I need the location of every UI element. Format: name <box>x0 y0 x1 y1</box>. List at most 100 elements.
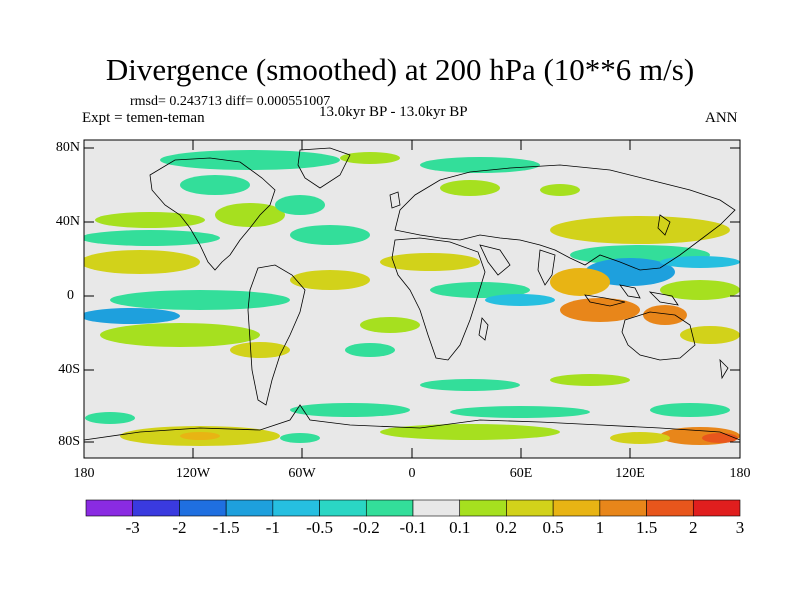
lon-label: 120E <box>615 466 645 481</box>
colorbar-swatch <box>646 499 694 517</box>
colorbar-tick-label: -2 <box>172 518 187 537</box>
colorbar-tick-label: -0.5 <box>306 518 334 537</box>
field-patch <box>230 342 290 358</box>
colorbar-tick-label: -0.1 <box>399 518 427 537</box>
colorbar-tick-label: 1.5 <box>635 518 658 537</box>
field-patch <box>420 157 540 173</box>
field-patch <box>560 298 640 322</box>
field-patch <box>180 432 220 440</box>
south-america-coast <box>247 264 306 406</box>
field-patch <box>380 253 480 271</box>
experiment-label: Expt = temen-teman <box>82 110 205 126</box>
colorbar-tick-label: 2 <box>689 518 698 537</box>
eurasia-coast <box>394 164 736 271</box>
field-patch <box>650 403 730 417</box>
field-patch <box>440 180 500 196</box>
north-america-coast <box>149 157 276 271</box>
colorbar-swatch <box>85 499 134 517</box>
lon-label: 0 <box>408 466 416 481</box>
field-patch <box>680 326 740 344</box>
colorbar-swatch <box>692 499 741 517</box>
axis-ticks <box>84 140 740 458</box>
lon-label: 60E <box>509 466 533 481</box>
field-patch <box>84 250 200 274</box>
map-title: Divergence (smoothed) at 200 hPa (10**6 … <box>105 52 695 87</box>
field-patch <box>290 403 410 417</box>
india-coast <box>537 249 556 286</box>
lon-label: 180 <box>729 466 751 481</box>
coastlines <box>84 147 740 441</box>
colorbar-tick-label: -1.5 <box>212 518 240 537</box>
field-patch <box>95 212 205 228</box>
field-patch <box>84 230 220 246</box>
lat-label: 80S <box>58 434 80 449</box>
field-patch <box>660 256 740 268</box>
stats-text: rmsd= 0.243713 diff= 0.000551007 <box>130 94 331 109</box>
colorbar-tick-label: -0.2 <box>352 518 380 537</box>
field-patch <box>215 203 285 227</box>
field-patch <box>275 195 325 215</box>
lat-label: 0 <box>67 288 74 303</box>
field-patch <box>540 184 580 196</box>
colorbar-tick-label: 3 <box>735 518 745 537</box>
japan-coast <box>657 214 671 236</box>
field-patch <box>485 294 555 306</box>
colorbar-swatch <box>599 499 647 517</box>
colorbar-swatch <box>459 499 507 517</box>
africa-coast <box>391 237 486 361</box>
field-patch <box>430 282 530 298</box>
field-patch <box>550 216 730 244</box>
field-patch <box>550 374 630 386</box>
colorbar-tick-label: -3 <box>125 518 140 537</box>
period-label: 13.0kyr BP - 13.0kyr BP <box>319 104 468 120</box>
field-patch <box>85 412 135 424</box>
field-patch <box>643 305 687 325</box>
field-patch <box>420 379 520 391</box>
colorbar-swatch <box>412 499 461 517</box>
colorbar-tick-label: 0.1 <box>449 518 471 537</box>
new-guinea-coast <box>648 291 679 306</box>
new-zealand-coast <box>719 358 729 380</box>
field-patch <box>380 424 560 440</box>
madagascar-coast <box>478 317 489 341</box>
field-patch <box>84 308 180 324</box>
field-patch <box>345 343 395 357</box>
field-patch <box>550 268 610 296</box>
field-patch <box>290 225 370 245</box>
arabia-coast <box>479 244 511 276</box>
lat-label: 40S <box>58 362 80 377</box>
field-patch <box>180 175 250 195</box>
field-patch <box>340 152 400 164</box>
season-label: ANN <box>705 110 738 126</box>
borneo-coast <box>619 284 641 299</box>
lon-label: 180 <box>73 466 95 481</box>
field-patch <box>610 432 670 444</box>
field-patch <box>280 433 320 443</box>
antarctica-coast <box>84 404 740 441</box>
field-patch <box>660 280 740 300</box>
field-patch <box>360 317 420 333</box>
field-patch <box>450 406 590 418</box>
colorbar-swatch <box>506 499 554 517</box>
colorbar-swatch <box>272 499 320 517</box>
field-patch <box>110 290 290 310</box>
lat-label: 80N <box>55 140 80 155</box>
colorbar-swatch <box>225 499 274 517</box>
colorbar-tick-label: 0.2 <box>495 518 518 537</box>
colorbar-tick-label: 1 <box>595 518 605 537</box>
colorbar-swatch <box>365 499 414 517</box>
colorbar-swatch <box>179 499 227 517</box>
field-patch <box>290 270 370 290</box>
colorbar-tick-label: 0.5 <box>542 518 564 537</box>
lon-label: 120W <box>175 466 211 481</box>
british-isles-coast <box>389 191 401 209</box>
lon-label: 60W <box>288 466 316 481</box>
colorbar-swatch <box>319 499 367 517</box>
lat-label: 40N <box>55 214 80 229</box>
indonesia-coast <box>584 294 626 307</box>
field-patch <box>160 150 340 170</box>
colorbar-tick-label: -1 <box>265 518 280 537</box>
greenland-coast <box>297 147 351 189</box>
